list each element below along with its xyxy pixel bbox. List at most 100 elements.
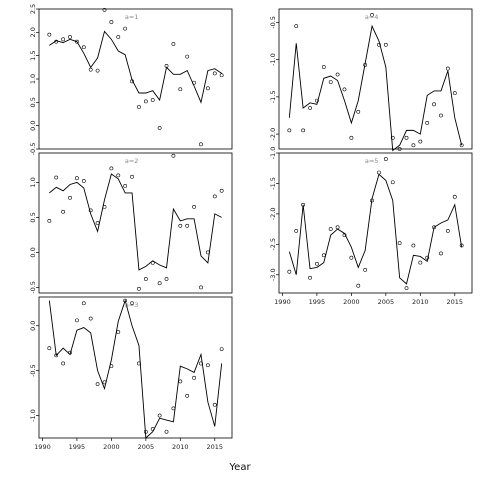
data-point	[109, 20, 114, 24]
data-point	[294, 24, 299, 29]
data-point	[308, 106, 312, 110]
data-point	[130, 79, 134, 84]
data-point	[157, 413, 162, 418]
data-point	[212, 194, 217, 199]
data-point	[205, 250, 210, 255]
data-point	[150, 427, 155, 431]
data-point	[425, 255, 430, 260]
data-point	[95, 382, 100, 387]
plot-frame	[278, 8, 473, 150]
data-point	[459, 143, 464, 148]
data-point	[199, 361, 203, 366]
data-point	[432, 102, 436, 107]
data-point	[219, 73, 224, 78]
data-point	[363, 267, 368, 272]
data-point	[61, 37, 66, 42]
data-point	[315, 98, 319, 103]
x-tick-label: 2000	[103, 443, 120, 451]
data-point	[390, 135, 395, 140]
panel-label: a=2	[125, 157, 139, 165]
data-point	[109, 364, 114, 369]
panel-a1: -0.5 0.0 0.5 1.0 1.5 2.0 2.5 a=1	[29, 4, 233, 156]
data-point	[315, 261, 319, 266]
fitted-line	[288, 24, 463, 152]
y-tick-label: 0.5	[29, 212, 37, 222]
data-point	[439, 251, 443, 256]
data-point	[95, 68, 100, 73]
data-point	[356, 283, 361, 288]
x-tick-label: 1990	[274, 298, 291, 306]
data-point	[397, 241, 402, 245]
data-point	[383, 157, 388, 161]
data-point	[102, 204, 107, 209]
data-point	[116, 330, 121, 334]
data-point	[205, 363, 210, 368]
data-point	[356, 109, 361, 114]
panel-label: a=3	[125, 301, 139, 309]
data-point	[418, 139, 423, 144]
y-tick-label: 0.0	[29, 120, 37, 130]
x-tick-label: 1995	[309, 298, 326, 306]
data-point	[88, 316, 93, 321]
data-point	[178, 379, 183, 384]
data-point	[81, 301, 86, 306]
data-point	[88, 67, 93, 72]
data-point	[61, 361, 66, 366]
data-point	[123, 26, 128, 31]
data-point	[370, 198, 374, 203]
panel-label: a=5	[365, 157, 379, 165]
y-tick-label: 0.0	[29, 247, 37, 257]
fitted-line	[288, 173, 463, 285]
data-point	[68, 195, 72, 200]
data-point	[185, 54, 190, 59]
data-point	[342, 87, 347, 92]
data-point	[301, 202, 306, 207]
data-point	[123, 298, 128, 303]
y-tick-label: -3.0	[269, 268, 277, 281]
data-point	[54, 39, 59, 44]
data-point	[192, 204, 196, 209]
x-tick-label: 2015	[446, 298, 463, 306]
data-point	[123, 183, 128, 188]
data-point	[363, 62, 368, 67]
data-point	[150, 260, 155, 265]
data-point	[219, 347, 224, 351]
data-point	[397, 147, 402, 151]
data-point	[411, 143, 416, 148]
data-point	[308, 275, 312, 280]
data-point	[452, 91, 457, 96]
fitted-line	[49, 173, 222, 271]
panel-a4: -2.0 -1.5 -1.0 -0.5 a=4	[269, 8, 473, 152]
data-point	[164, 277, 169, 281]
data-point	[377, 42, 381, 47]
y-tick-label: -0.5	[29, 364, 37, 377]
data-point	[75, 39, 79, 44]
y-tick-label: -0.5	[29, 143, 37, 156]
plot-frame	[38, 152, 233, 294]
data-point	[150, 98, 155, 102]
panel-label: a=4	[365, 13, 379, 21]
data-point	[192, 80, 196, 85]
y-tick-label: -0.5	[29, 281, 37, 294]
data-point	[377, 170, 381, 175]
data-point	[157, 281, 162, 286]
y-tick-label: 1.0	[29, 74, 37, 84]
data-point	[178, 87, 183, 92]
data-point	[47, 218, 52, 223]
data-point	[68, 350, 72, 355]
panel-label: a=1	[125, 13, 139, 21]
data-point	[383, 42, 388, 47]
y-tick-label: -1.5	[269, 177, 277, 190]
data-point	[328, 227, 333, 231]
y-tick-label: -2.0	[269, 128, 277, 141]
y-tick-label: -0.5	[269, 16, 277, 29]
data-point	[404, 286, 409, 291]
y-tick-label: 0.5	[29, 97, 37, 107]
y-tick-label: 2.0	[29, 27, 37, 37]
data-point	[171, 406, 176, 411]
data-point	[95, 221, 100, 225]
panel-a3: -1.0 -0.5 0.0 1990 1995 2000 2005 2010 2015 a=3	[29, 296, 233, 451]
plot-frame	[38, 8, 233, 150]
data-point	[301, 128, 306, 133]
y-tick-label: 1.0	[29, 177, 37, 187]
